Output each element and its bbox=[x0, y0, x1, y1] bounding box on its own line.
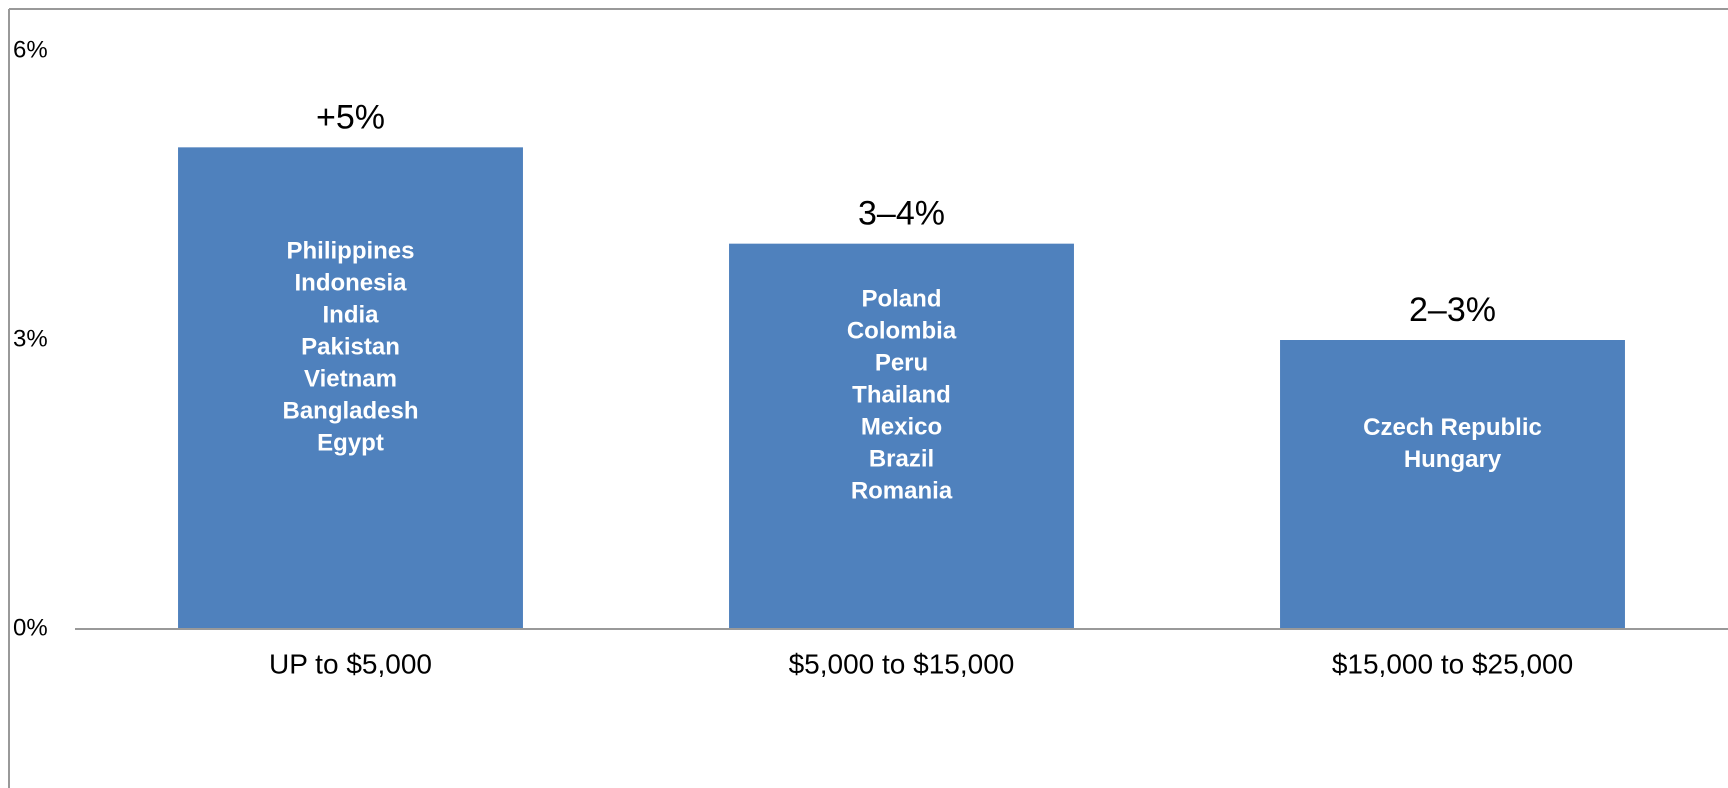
bar-annotation: Brazil bbox=[869, 446, 934, 473]
bar-annotation: Czech Republic bbox=[1363, 414, 1542, 441]
x-tick-label: $15,000 to $25,000 bbox=[1332, 648, 1573, 679]
y-tick-label: 3% bbox=[13, 325, 48, 352]
bar-annotation: Colombia bbox=[847, 318, 957, 345]
x-tick-label: UP to $5,000 bbox=[269, 648, 432, 679]
bar-annotation: Hungary bbox=[1404, 446, 1502, 473]
bar-annotation: Romania bbox=[851, 478, 953, 505]
y-tick-label: 6% bbox=[13, 36, 48, 63]
bar-annotation: Egypt bbox=[317, 430, 384, 457]
bar-annotation: Pakistan bbox=[301, 334, 400, 361]
bar bbox=[1280, 340, 1625, 629]
value-label: 3–4% bbox=[858, 195, 945, 233]
bar bbox=[178, 147, 523, 630]
bar-annotation: Philippines bbox=[286, 238, 414, 265]
bar-annotation: Mexico bbox=[861, 414, 942, 441]
bar-annotation: Vietnam bbox=[304, 366, 397, 393]
bar-annotation: India bbox=[322, 302, 379, 329]
y-tick-label: 0% bbox=[13, 614, 48, 641]
bar-annotation: Poland bbox=[861, 286, 941, 313]
value-label: 2–3% bbox=[1409, 291, 1496, 329]
bar bbox=[729, 243, 1074, 629]
bar-annotation: Thailand bbox=[852, 382, 951, 409]
bar-annotation: Bangladesh bbox=[282, 398, 418, 425]
x-tick-label: $5,000 to $15,000 bbox=[789, 648, 1015, 679]
bar-annotation: Indonesia bbox=[294, 270, 407, 297]
value-label: +5% bbox=[316, 98, 385, 136]
bar-annotation: Peru bbox=[875, 350, 928, 377]
